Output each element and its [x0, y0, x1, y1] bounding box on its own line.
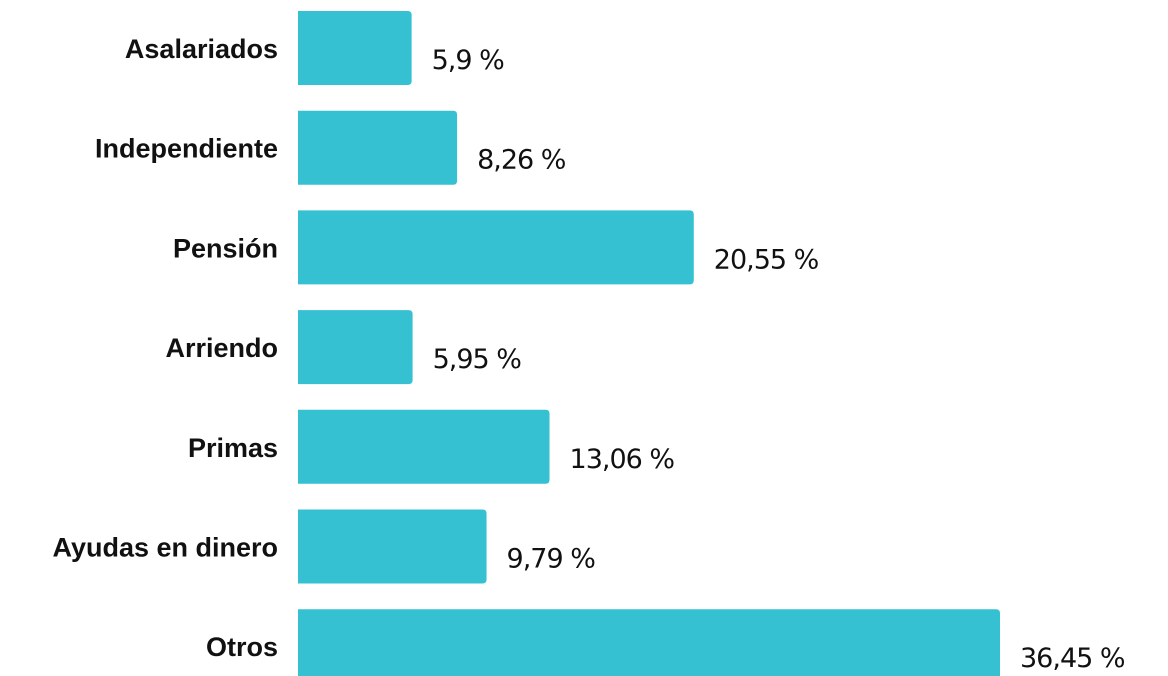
value-label: 20,55 % [714, 244, 819, 275]
bar-3 [298, 310, 413, 385]
value-label: 9,79 % [507, 544, 596, 575]
category-label: Pensión [173, 233, 278, 263]
category-label: Ayudas en dinero [52, 533, 278, 563]
bar-6 [298, 609, 1000, 676]
category-label: Asalariados [125, 34, 278, 64]
value-label: 8,26 % [477, 145, 566, 176]
bar-5 [298, 509, 487, 584]
value-label: 5,9 % [432, 45, 505, 76]
bar-4 [298, 409, 550, 484]
category-label: Arriendo [165, 333, 278, 363]
bar-0 [298, 11, 412, 85]
bar-1 [298, 110, 458, 185]
value-label: 13,06 % [570, 444, 675, 475]
value-label: 5,95 % [433, 344, 522, 375]
bar-2 [298, 210, 694, 285]
value-label: 36,45 % [1020, 643, 1125, 674]
category-label: Primas [188, 433, 278, 463]
category-label: Independiente [95, 134, 278, 164]
category-label: Otros [206, 632, 278, 662]
